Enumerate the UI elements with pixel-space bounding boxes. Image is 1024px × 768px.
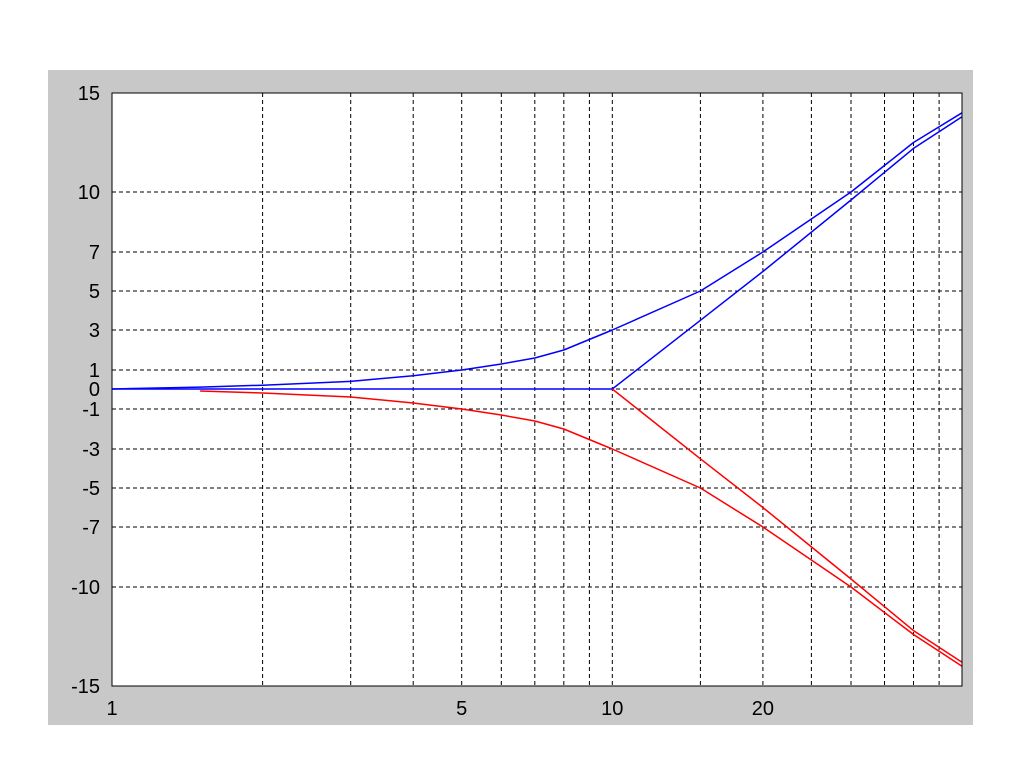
y-tick-label: -3 <box>82 439 100 461</box>
y-tick-label: 5 <box>89 281 100 303</box>
y-tick-label: -15 <box>71 676 100 698</box>
series-line-4 <box>611 388 963 663</box>
y-tick-label: 3 <box>89 320 100 342</box>
x-tick-label: 5 <box>456 698 467 720</box>
y-tick-label: 10 <box>78 182 100 204</box>
x-axis-tick-labels: 1 5 10 20 <box>106 698 774 720</box>
y-tick-label: 15 <box>78 83 100 105</box>
plot-frame <box>111 92 963 687</box>
x-tick-label: 20 <box>752 698 774 720</box>
y-tick-label: 0 <box>89 379 100 401</box>
y-tick-label: -10 <box>71 577 100 599</box>
y-tick-label: -7 <box>82 517 100 539</box>
y-tick-label: -5 <box>82 478 100 500</box>
series-line-3 <box>200 390 963 667</box>
y-tick-label: 7 <box>89 242 100 264</box>
x-tick-label: 1 <box>106 698 117 720</box>
y-tick-label: 1 <box>89 360 100 382</box>
series-lines <box>111 112 963 667</box>
series-line-1 <box>111 112 963 390</box>
y-tick-label: -1 <box>82 399 100 421</box>
x-tick-label: 10 <box>601 698 623 720</box>
